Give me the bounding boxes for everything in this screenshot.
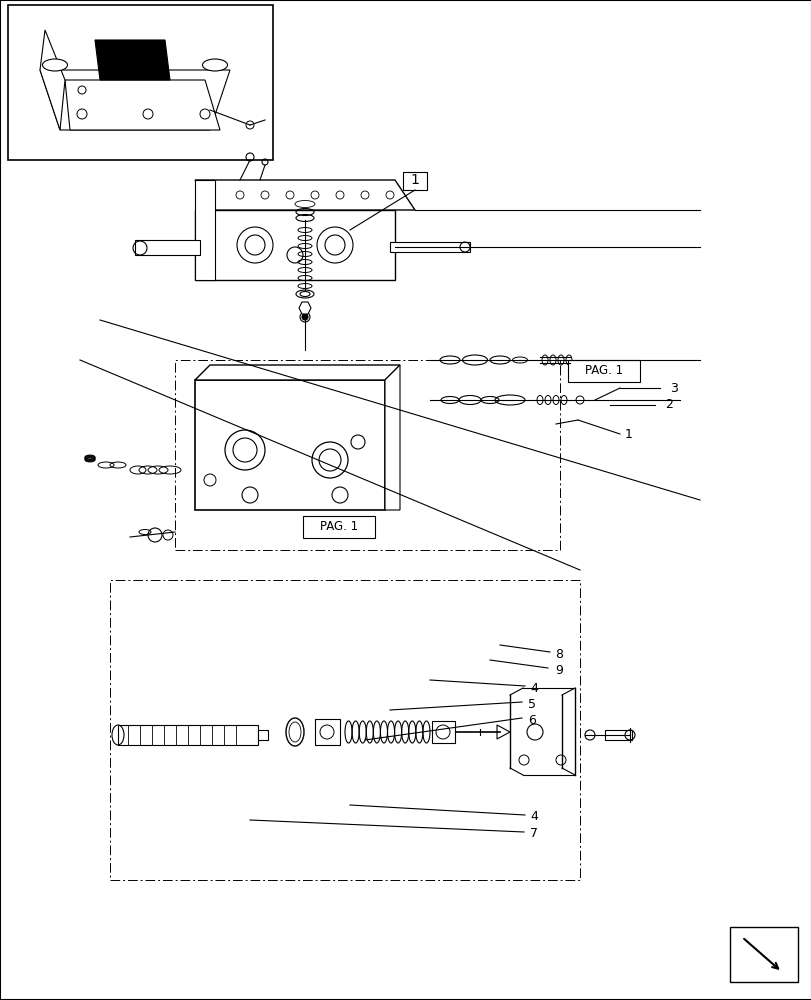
Polygon shape bbox=[389, 242, 470, 252]
Polygon shape bbox=[509, 695, 561, 768]
Bar bbox=[568, 360, 639, 382]
Polygon shape bbox=[258, 730, 268, 740]
Text: 3: 3 bbox=[669, 381, 677, 394]
Bar bbox=[402, 172, 427, 190]
Polygon shape bbox=[315, 719, 340, 745]
Text: 9: 9 bbox=[554, 664, 562, 676]
Polygon shape bbox=[195, 180, 215, 280]
Bar bbox=[8, 5, 272, 160]
Polygon shape bbox=[298, 302, 311, 314]
Bar bbox=[303, 516, 375, 538]
Text: 5: 5 bbox=[527, 698, 535, 710]
Polygon shape bbox=[431, 721, 454, 743]
Text: PAG. 1: PAG. 1 bbox=[584, 364, 622, 377]
Polygon shape bbox=[40, 70, 230, 130]
Text: 4: 4 bbox=[530, 810, 537, 823]
Polygon shape bbox=[95, 40, 169, 80]
Polygon shape bbox=[40, 30, 65, 130]
Polygon shape bbox=[195, 365, 400, 380]
Text: 1: 1 bbox=[624, 428, 632, 440]
Text: 6: 6 bbox=[527, 713, 535, 726]
Text: 7: 7 bbox=[530, 827, 538, 840]
Polygon shape bbox=[195, 210, 394, 280]
Polygon shape bbox=[604, 730, 631, 740]
Bar bbox=[729, 927, 797, 982]
Polygon shape bbox=[384, 365, 400, 510]
Polygon shape bbox=[118, 725, 258, 745]
Text: 2: 2 bbox=[664, 398, 672, 412]
Text: PAG. 1: PAG. 1 bbox=[320, 520, 358, 534]
Polygon shape bbox=[195, 180, 414, 210]
Circle shape bbox=[302, 314, 307, 320]
Ellipse shape bbox=[42, 59, 67, 71]
Polygon shape bbox=[496, 725, 509, 739]
Polygon shape bbox=[195, 380, 384, 510]
Polygon shape bbox=[65, 80, 220, 130]
Text: 8: 8 bbox=[554, 648, 562, 662]
Polygon shape bbox=[135, 240, 200, 255]
Circle shape bbox=[299, 312, 310, 322]
Text: 4: 4 bbox=[530, 682, 537, 694]
Text: 1: 1 bbox=[410, 173, 419, 187]
Ellipse shape bbox=[202, 59, 227, 71]
